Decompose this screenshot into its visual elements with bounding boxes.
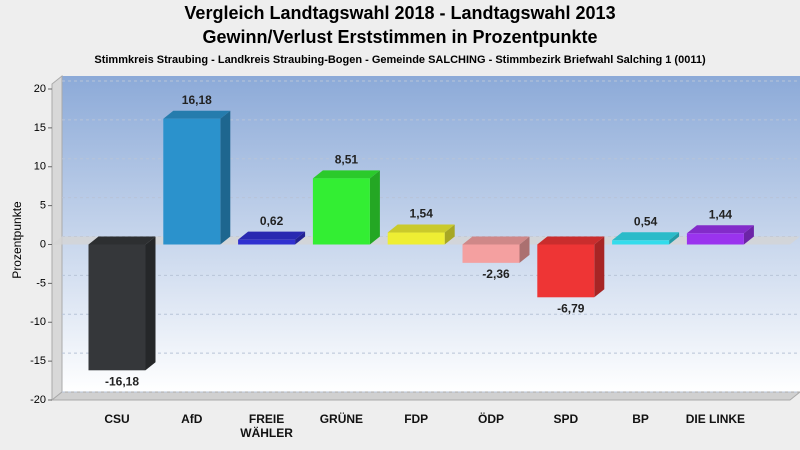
chart-description: Stimmkreis Straubing - Landkreis Straubi…: [94, 54, 706, 66]
bar: [537, 244, 595, 298]
bar-side: [519, 236, 530, 263]
x-tick-label: ÖDP: [477, 412, 504, 426]
value-label: 1,54: [410, 207, 434, 221]
y-tick-label: 5: [40, 200, 46, 212]
bar-side: [295, 231, 306, 245]
bar: [238, 239, 296, 245]
bar: [88, 244, 146, 371]
x-tick-label: FDP: [404, 412, 429, 426]
bar-side: [145, 236, 156, 371]
bar-top: [686, 225, 754, 234]
bar-top: [88, 236, 156, 245]
bar: [387, 232, 445, 245]
x-tick-label: CSU: [104, 412, 130, 426]
x-tick-label: BP: [632, 412, 649, 426]
y-tick-label: -15: [30, 355, 46, 367]
value-label: 0,54: [634, 214, 658, 228]
bar-side: [220, 110, 231, 245]
bar-top: [312, 170, 380, 179]
value-label: 16,18: [182, 93, 212, 107]
bar-side: [594, 236, 605, 298]
value-label: 8,51: [335, 153, 359, 167]
x-tick-label: DIE LINKE: [685, 412, 746, 426]
y-tick-label: -10: [30, 316, 46, 328]
bar-side: [444, 224, 455, 245]
x-tick-label: GRÜNE: [319, 412, 364, 426]
y-tick-label: 15: [34, 122, 46, 134]
x-tick-label: FREIE WÄHLER: [240, 412, 293, 440]
value-label: 0,62: [260, 214, 284, 228]
y-tick-label: -5: [36, 277, 46, 289]
bar: [612, 240, 670, 245]
floor: [50, 391, 800, 401]
y-tick-label: 20: [34, 83, 46, 95]
chart-subtitle: Gewinn/Verlust Erststimmen in Prozentpun…: [202, 27, 597, 47]
bar-top: [238, 231, 306, 240]
bar-side: [369, 170, 380, 245]
value-label: -6,79: [557, 301, 585, 315]
bar-top: [163, 110, 231, 119]
bar-side: [743, 225, 754, 245]
y-tick-label: 10: [34, 161, 46, 173]
y-tick-label: -20: [30, 394, 46, 406]
value-label: -16,18: [105, 374, 139, 388]
bar: [163, 118, 221, 245]
value-label: 1,44: [709, 207, 733, 221]
x-tick-label: SPD: [553, 412, 579, 426]
bar-side: [669, 232, 680, 245]
bar-top: [612, 232, 680, 241]
y-tick-label: 0: [40, 238, 46, 250]
chart-title: Vergleich Landtagswahl 2018 - Landtagswa…: [184, 3, 615, 23]
bar: [462, 244, 520, 263]
bar-top: [462, 236, 530, 245]
y-axis-label: Prozentpunkte: [10, 201, 24, 279]
value-label: -2,36: [482, 267, 510, 281]
bar-top: [387, 224, 455, 233]
bar-top: [537, 236, 605, 245]
x-tick-label: AfD: [181, 412, 203, 426]
bar: [686, 233, 744, 245]
bar: [312, 178, 370, 245]
